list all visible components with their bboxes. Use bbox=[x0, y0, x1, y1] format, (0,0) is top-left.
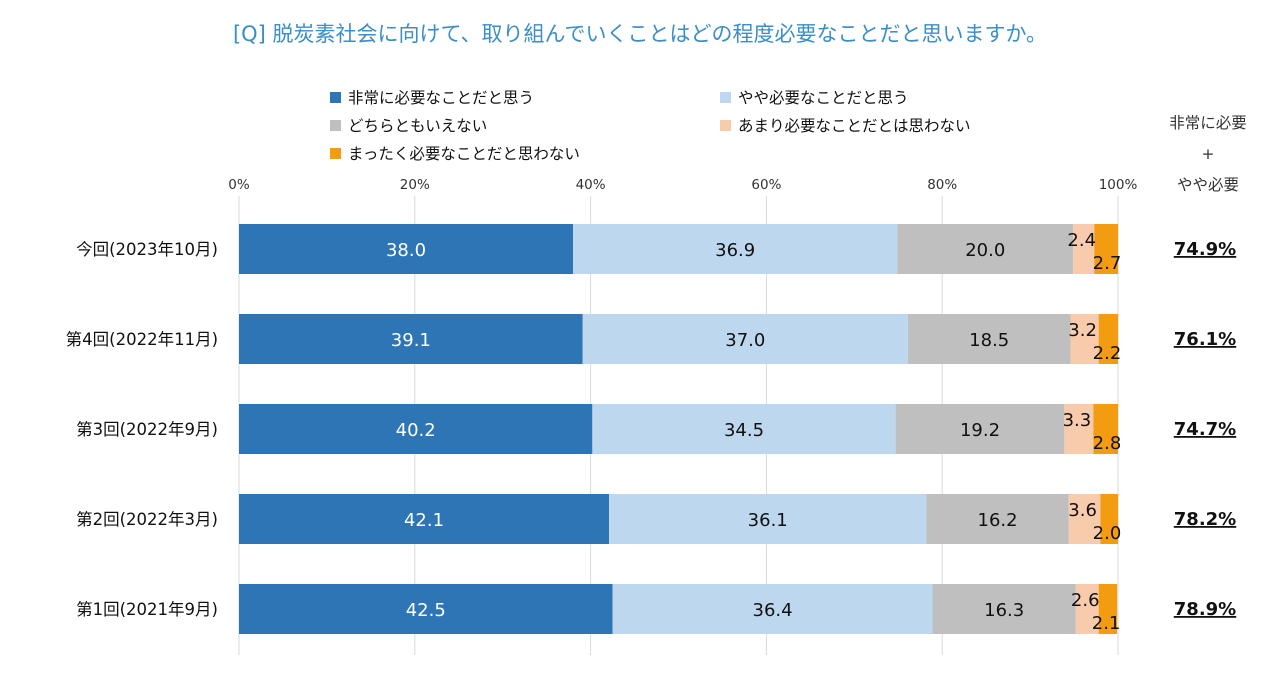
bar-segment bbox=[1073, 224, 1095, 274]
legend-swatch bbox=[330, 147, 341, 159]
data-label: 2.8 bbox=[1093, 433, 1122, 454]
x-tick-label: 40% bbox=[576, 177, 606, 193]
bar-segment bbox=[1064, 404, 1094, 454]
data-label: 42.1 bbox=[404, 510, 444, 531]
data-label: 37.0 bbox=[725, 330, 765, 351]
legend-swatch bbox=[720, 91, 731, 103]
bar-segment bbox=[1068, 494, 1101, 544]
legend-item-somewhat-necessary: やや必要なことだと思う bbox=[720, 86, 1050, 108]
data-label: 36.4 bbox=[753, 600, 793, 621]
data-label: 16.2 bbox=[978, 510, 1018, 531]
totals-header-line1: 非常に必要 bbox=[1169, 114, 1247, 132]
x-tick-label: 20% bbox=[400, 177, 430, 193]
data-label: 42.5 bbox=[406, 600, 446, 621]
data-label: 36.9 bbox=[715, 240, 755, 261]
chart-title: [Q] 脱炭素社会に向けて、取り組んでいくことはどの程度必要なことだと思いますか… bbox=[232, 22, 1048, 46]
legend-label: やや必要なことだと思う bbox=[738, 89, 909, 107]
legend: 非常に必要なことだと思う やや必要なことだと思う どちらともいえない あまり必要… bbox=[330, 86, 1050, 164]
legend-swatch bbox=[330, 91, 341, 103]
bar-segment bbox=[926, 494, 1069, 544]
total-label: 74.7% bbox=[1174, 419, 1236, 440]
category-label: 第3回(2022年9月) bbox=[76, 420, 218, 439]
bar-segment bbox=[1094, 224, 1118, 274]
data-label: 2.6 bbox=[1071, 590, 1100, 611]
data-label: 20.0 bbox=[965, 240, 1005, 261]
category-label: 今回(2023年10月) bbox=[76, 240, 218, 259]
data-label: 3.6 bbox=[1068, 500, 1097, 521]
x-tick-label: 60% bbox=[751, 177, 781, 193]
legend-item-neutral: どちらともいえない bbox=[330, 114, 720, 136]
data-label: 19.2 bbox=[960, 420, 1000, 441]
bar-segment bbox=[592, 404, 896, 454]
bar-segment bbox=[239, 584, 613, 634]
legend-swatch bbox=[330, 119, 341, 131]
total-label: 78.9% bbox=[1174, 599, 1236, 620]
legend-label: 非常に必要なことだと思う bbox=[348, 89, 535, 107]
bar-segment bbox=[907, 314, 1071, 364]
legend-item-very-necessary: 非常に必要なことだと思う bbox=[330, 86, 720, 108]
bar-segment bbox=[239, 314, 583, 364]
bar-segment bbox=[1098, 584, 1118, 634]
bar-segment bbox=[1100, 494, 1118, 544]
legend-label: あまり必要なことだとは思わない bbox=[738, 117, 971, 135]
data-label: 36.1 bbox=[748, 510, 788, 531]
bar-segment bbox=[1070, 314, 1099, 364]
legend-item-not-necessary-at-all: まったく必要なことだと思わない bbox=[330, 142, 720, 164]
x-tick-label: 100% bbox=[1099, 177, 1138, 193]
category-label: 第1回(2021年9月) bbox=[76, 600, 218, 619]
totals-header-line3: やや必要 bbox=[1176, 176, 1239, 194]
x-tick-label: 0% bbox=[228, 177, 250, 193]
bar-segment bbox=[1093, 404, 1118, 454]
data-label: 2.4 bbox=[1067, 230, 1096, 251]
data-label: 39.1 bbox=[391, 330, 431, 351]
bar-segment bbox=[239, 404, 593, 454]
legend-label: どちらともいえない bbox=[348, 117, 488, 135]
data-label: 2.2 bbox=[1093, 343, 1122, 364]
legend-label: まったく必要なことだと思わない bbox=[348, 145, 580, 163]
data-label: 18.5 bbox=[969, 330, 1009, 351]
total-label: 74.9% bbox=[1174, 239, 1236, 260]
data-label: 3.2 bbox=[1068, 320, 1097, 341]
bar-segment bbox=[582, 314, 908, 364]
total-label: 78.2% bbox=[1174, 509, 1236, 530]
totals-header: 非常に必要 + やや必要 bbox=[1148, 108, 1268, 201]
bar-segment bbox=[609, 494, 927, 544]
legend-item-not-very-necessary: あまり必要なことだとは思わない bbox=[720, 114, 1050, 136]
bar-segment bbox=[897, 224, 1074, 274]
x-tick-label: 80% bbox=[927, 177, 957, 193]
data-label: 2.1 bbox=[1092, 613, 1121, 634]
bar-segment bbox=[895, 404, 1065, 454]
total-label: 76.1% bbox=[1174, 329, 1236, 350]
data-label: 3.3 bbox=[1063, 410, 1092, 431]
data-label: 16.3 bbox=[984, 600, 1024, 621]
data-label: 40.2 bbox=[396, 420, 436, 441]
bar-segment bbox=[1098, 314, 1118, 364]
bar-segment bbox=[239, 494, 610, 544]
bar-segment bbox=[612, 584, 933, 634]
category-label: 第2回(2022年3月) bbox=[76, 510, 218, 529]
bar-segment bbox=[573, 224, 898, 274]
bar-segment bbox=[932, 584, 1076, 634]
data-label: 2.7 bbox=[1093, 253, 1122, 274]
totals-header-line2: + bbox=[1201, 145, 1215, 163]
data-label: 38.0 bbox=[386, 240, 426, 261]
category-label: 第4回(2022年11月) bbox=[66, 330, 218, 349]
data-label: 2.0 bbox=[1093, 523, 1122, 544]
bar-segment bbox=[1075, 584, 1099, 634]
data-label: 34.5 bbox=[724, 420, 764, 441]
bar-segment bbox=[239, 224, 574, 274]
legend-swatch bbox=[720, 119, 731, 131]
